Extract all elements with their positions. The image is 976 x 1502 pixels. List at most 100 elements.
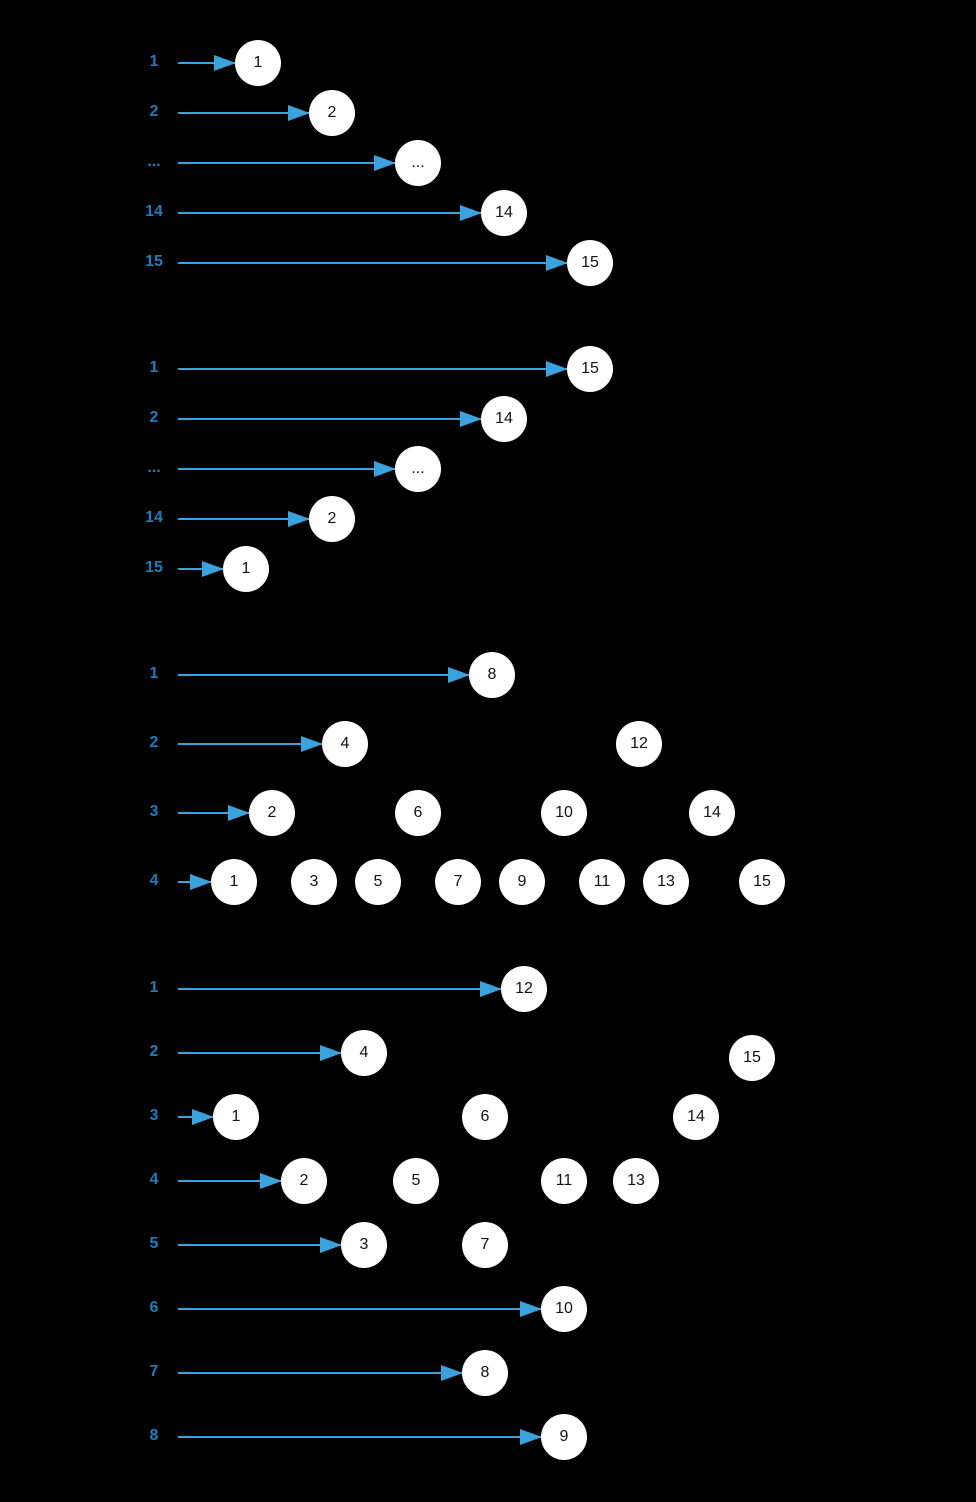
arrowhead-icon xyxy=(192,1109,214,1125)
node-circle: 2 xyxy=(281,1158,327,1204)
node-circle: 10 xyxy=(541,790,587,836)
pointer-arrow-icon xyxy=(178,1045,342,1061)
pointer-arrow-icon xyxy=(178,1365,463,1381)
arrowhead-icon xyxy=(460,205,482,221)
node-circle: 13 xyxy=(613,1158,659,1204)
pointer-arrow-icon xyxy=(178,805,250,821)
pointer-arrow-icon xyxy=(178,55,236,71)
level-label: ... xyxy=(147,153,161,170)
level-label: 5 xyxy=(149,1235,159,1252)
node-circle: 6 xyxy=(462,1094,508,1140)
node-circle: 14 xyxy=(481,190,527,236)
arrowhead-icon xyxy=(320,1045,342,1061)
arrowhead-icon xyxy=(546,361,568,377)
node-circle: 12 xyxy=(501,966,547,1012)
node-circle: 1 xyxy=(213,1094,259,1140)
pointer-arrow-icon xyxy=(178,667,470,683)
node-circle: ... xyxy=(395,140,441,186)
node-circle: 4 xyxy=(341,1030,387,1076)
level-label: 14 xyxy=(145,203,163,220)
node-circle: 9 xyxy=(541,1414,587,1460)
pointer-arrow-icon xyxy=(178,205,482,221)
node-circle: 5 xyxy=(355,859,401,905)
pointer-arrow-icon xyxy=(178,155,396,171)
node-circle: 5 xyxy=(393,1158,439,1204)
pointer-arrow-icon xyxy=(178,874,212,890)
node-circle: 15 xyxy=(567,346,613,392)
level-label: 3 xyxy=(149,803,159,820)
node-circle: 2 xyxy=(309,496,355,542)
arrowhead-icon xyxy=(320,1237,342,1253)
pointer-arrow-icon xyxy=(178,461,396,477)
node-circle: 9 xyxy=(499,859,545,905)
node-circle: 1 xyxy=(235,40,281,86)
arrowhead-icon xyxy=(480,981,502,997)
pointer-arrow-icon xyxy=(178,105,310,121)
arrowhead-icon xyxy=(288,511,310,527)
pointer-arrow-icon xyxy=(178,1173,282,1189)
level-label: 7 xyxy=(149,1363,159,1380)
pointer-arrow-icon xyxy=(178,981,502,997)
level-label: 2 xyxy=(149,1043,159,1060)
node-circle: 8 xyxy=(469,652,515,698)
arrowhead-icon xyxy=(374,461,396,477)
arrowhead-icon xyxy=(288,105,310,121)
pointer-arrow-icon xyxy=(178,361,568,377)
node-circle: 4 xyxy=(322,721,368,767)
node-circle: 6 xyxy=(395,790,441,836)
arrowhead-icon xyxy=(202,561,224,577)
level-label: 4 xyxy=(149,872,159,889)
level-label: 8 xyxy=(149,1427,159,1444)
level-label: 15 xyxy=(145,559,163,576)
arrowhead-icon xyxy=(190,874,212,890)
node-circle: ... xyxy=(395,446,441,492)
node-circle: 7 xyxy=(435,859,481,905)
level-label: 4 xyxy=(149,1171,159,1188)
level-label: 1 xyxy=(149,665,159,682)
node-circle: 15 xyxy=(739,859,785,905)
arrowhead-icon xyxy=(546,255,568,271)
node-circle: 13 xyxy=(643,859,689,905)
node-circle: 12 xyxy=(616,721,662,767)
arrowhead-icon xyxy=(520,1429,542,1445)
node-circle: 14 xyxy=(673,1094,719,1140)
level-label: 1 xyxy=(149,979,159,996)
node-circle: 14 xyxy=(481,396,527,442)
level-label: 6 xyxy=(149,1299,159,1316)
level-label: 14 xyxy=(145,509,163,526)
arrowhead-icon xyxy=(520,1301,542,1317)
level-label: 1 xyxy=(149,359,159,376)
level-label: ... xyxy=(147,459,161,476)
level-label: 1 xyxy=(149,53,159,70)
node-circle: 3 xyxy=(291,859,337,905)
arrowhead-icon xyxy=(260,1173,282,1189)
pointer-arrow-icon xyxy=(178,255,568,271)
node-circle: 1 xyxy=(211,859,257,905)
arrowhead-icon xyxy=(228,805,250,821)
node-circle: 8 xyxy=(462,1350,508,1396)
node-circle: 11 xyxy=(579,859,625,905)
node-circle: 7 xyxy=(462,1222,508,1268)
node-circle: 15 xyxy=(729,1035,775,1081)
node-circle: 14 xyxy=(689,790,735,836)
node-circle: 11 xyxy=(541,1158,587,1204)
pointer-arrow-icon xyxy=(178,1237,342,1253)
level-label: 2 xyxy=(149,734,159,751)
arrowhead-icon xyxy=(448,667,470,683)
arrowhead-icon xyxy=(460,411,482,427)
pointer-arrow-icon xyxy=(178,1109,214,1125)
arrowhead-icon xyxy=(441,1365,463,1381)
pointer-arrow-icon xyxy=(178,1301,542,1317)
pointer-arrow-icon xyxy=(178,411,482,427)
arrowhead-icon xyxy=(301,736,323,752)
node-circle: 3 xyxy=(341,1222,387,1268)
pointer-arrow-icon xyxy=(178,511,310,527)
level-label: 2 xyxy=(149,409,159,426)
node-circle: 2 xyxy=(249,790,295,836)
level-label: 15 xyxy=(145,253,163,270)
node-circle: 10 xyxy=(541,1286,587,1332)
node-circle: 15 xyxy=(567,240,613,286)
pointer-arrow-icon xyxy=(178,561,224,577)
arrowhead-icon xyxy=(374,155,396,171)
